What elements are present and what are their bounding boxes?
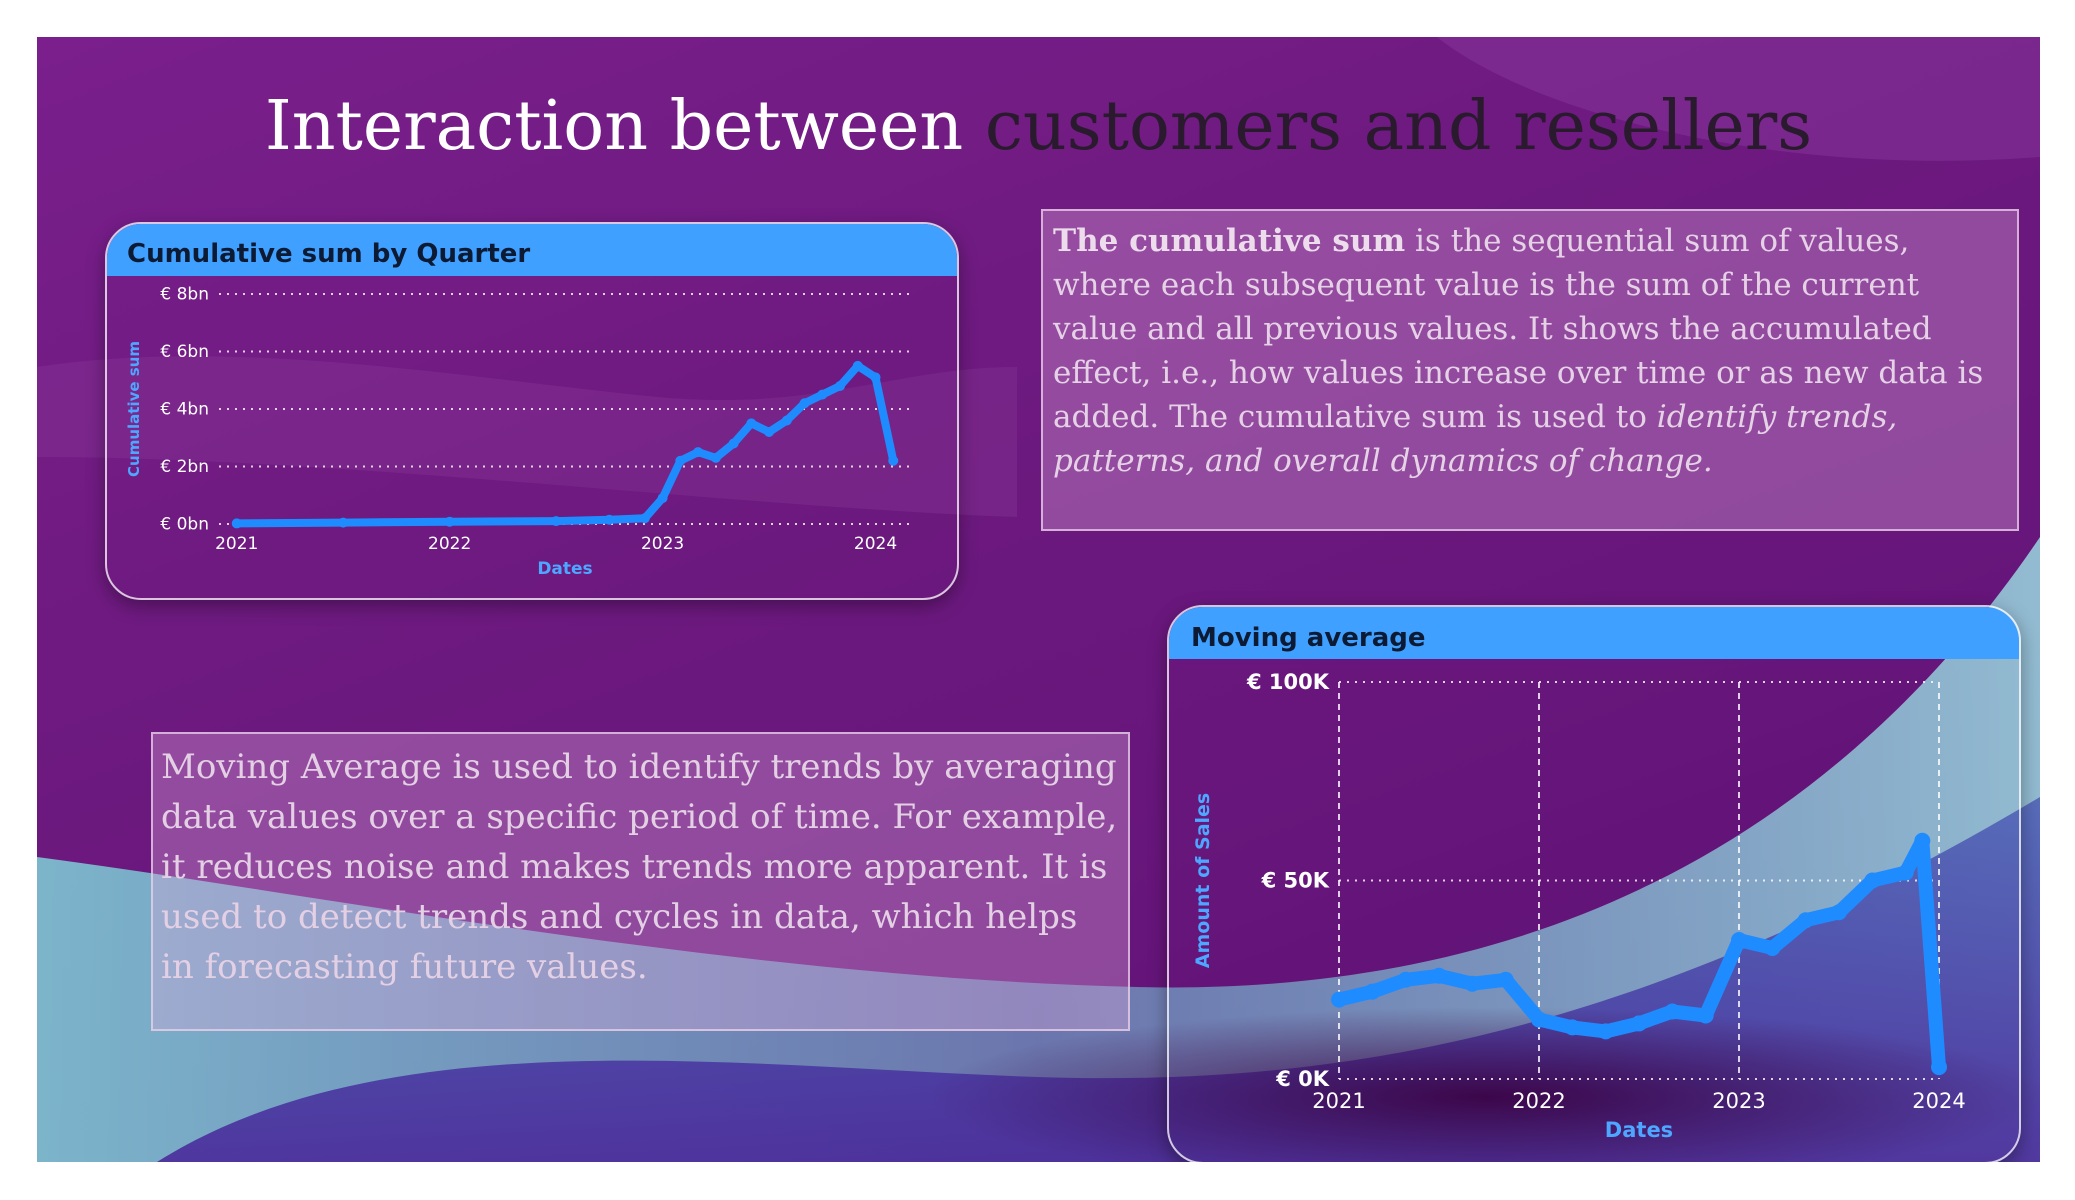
y-tick-label: € 100K	[1246, 670, 1330, 694]
cumulative-chart-title: Cumulative sum by Quarter	[107, 224, 957, 276]
data-point	[639, 513, 650, 524]
x-tick-label: 2023	[641, 534, 684, 554]
slide: Interaction between customers and resell…	[37, 37, 2040, 1162]
y-axis-title: Amount of Sales	[1192, 793, 1214, 968]
cumulative-text-bold: The cumulative sum	[1053, 223, 1406, 259]
data-point	[1464, 975, 1481, 992]
moving-average-card: Moving average € 0K € 50K € 100K 2021 2022 20…	[1167, 605, 2021, 1162]
data-point	[1497, 971, 1514, 988]
series-line	[1337, 833, 1946, 1068]
data-point	[1914, 832, 1931, 849]
title-part-dark: customers and resellers	[984, 87, 1813, 166]
x-tick-label: 2021	[1312, 1089, 1365, 1113]
x-axis-title: Dates	[537, 559, 592, 579]
cumulative-text-body: is the sequential sum of values, where e…	[1053, 223, 1984, 435]
data-point	[1797, 912, 1814, 929]
data-point	[728, 438, 739, 449]
x-tick-label: 2024	[1912, 1089, 1965, 1113]
y-tick-label: € 8bn	[160, 285, 209, 305]
data-point	[835, 381, 846, 391]
y-tick-label: € 4bn	[160, 400, 209, 420]
data-point	[338, 517, 349, 528]
x-tick-label: 2024	[854, 534, 897, 554]
data-point	[657, 493, 668, 504]
data-point	[1931, 1059, 1947, 1076]
y-tick-label: € 50K	[1261, 869, 1330, 893]
title-part-white: Interaction between	[264, 87, 964, 166]
data-point	[1564, 1019, 1581, 1036]
data-point	[1431, 967, 1447, 984]
data-point	[781, 415, 792, 426]
data-point	[1664, 1003, 1681, 1020]
moving-chart-title: Moving average	[1169, 607, 2019, 659]
data-point	[693, 447, 704, 458]
series-line	[236, 361, 898, 528]
cumulative-text-italic: identify trends, patterns, and overall d…	[1053, 399, 1898, 479]
moving-average-description: Moving Average is used to identify trend…	[151, 732, 1130, 1031]
data-point	[870, 372, 881, 383]
data-point	[746, 418, 757, 429]
data-point	[1864, 872, 1881, 889]
data-point	[675, 455, 686, 466]
cumulative-sum-chart: € 0bn € 2bn € 4bn € 6bn € 8bn 2021 2022 2023 202…	[125, 285, 911, 579]
y-axis-title: Cumulative sum	[125, 341, 143, 477]
data-point	[764, 427, 775, 437]
data-point	[1764, 939, 1781, 956]
data-point	[1631, 1015, 1647, 1032]
data-point	[1397, 971, 1414, 988]
data-point	[1831, 904, 1847, 921]
data-point	[551, 516, 562, 527]
moving-average-chart: € 0K € 50K € 100K 2021 2022 2023 2024 Dates Amou…	[1192, 670, 1966, 1142]
x-tick-label: 2021	[215, 534, 258, 554]
data-point	[1697, 1007, 1714, 1024]
y-tick-label: € 6bn	[160, 342, 209, 362]
data-point	[1731, 932, 1747, 949]
x-tick-label: 2022	[428, 534, 471, 554]
data-point	[1531, 1011, 1547, 1028]
x-axis-title: Dates	[1605, 1118, 1673, 1142]
data-point	[444, 516, 455, 527]
data-point	[710, 452, 721, 463]
data-point	[604, 514, 615, 525]
data-point	[852, 360, 863, 371]
data-point	[1897, 864, 1914, 881]
data-point	[1597, 1023, 1614, 1040]
data-point	[888, 455, 899, 466]
y-tick-label: € 0K	[1275, 1067, 1330, 1091]
y-tick-label: € 0bn	[160, 515, 209, 535]
cumulative-sum-card: Cumulative sum by Quarter € 0bn € 2bn € 4b…	[105, 222, 959, 600]
data-point	[817, 389, 828, 400]
data-point	[1364, 983, 1381, 1000]
x-tick-label: 2022	[1512, 1089, 1565, 1113]
data-point	[231, 518, 242, 529]
y-tick-label: € 2bn	[160, 457, 209, 477]
data-point	[1331, 991, 1347, 1008]
data-point	[799, 398, 810, 409]
x-tick-label: 2023	[1712, 1089, 1765, 1113]
cumulative-sum-description: The cumulative sum is the sequential sum…	[1041, 209, 2019, 531]
page-title: Interaction between customers and resell…	[37, 87, 2040, 167]
